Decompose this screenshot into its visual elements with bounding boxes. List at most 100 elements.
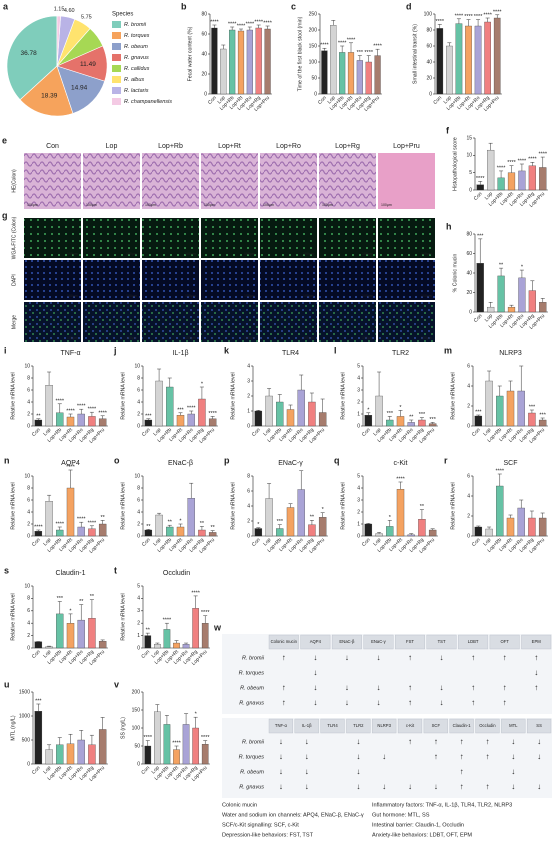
significance: **** (34, 524, 43, 530)
x-tick-label: Con (471, 537, 482, 548)
legend-swatch (112, 98, 121, 105)
y-tick-label: 3 (357, 387, 360, 393)
y-tick-label: 0 (27, 645, 30, 651)
y-axis-label: Relative mRNA level (230, 372, 236, 419)
column-label: Lop+Rt (218, 143, 241, 150)
row-label: DAPI (11, 274, 17, 286)
bar (201, 744, 209, 765)
header-cell (268, 718, 294, 734)
scale-bar-label: 100μm (67, 252, 78, 256)
scale-bar-label: 100μm (421, 252, 432, 256)
scale-bar-label: 100μm (263, 203, 274, 207)
panel-label: n (4, 455, 10, 465)
y-tick-label: 2 (247, 518, 250, 524)
micrograph (24, 302, 81, 342)
significance: ** (420, 504, 425, 510)
row-name: R. gnavus (239, 700, 264, 706)
significance: **** (254, 19, 263, 25)
arrow: ↓ (511, 737, 515, 746)
legend-label: R. albus (124, 77, 144, 83)
bar (254, 410, 263, 427)
arrow: ↓ (305, 782, 309, 791)
significance: * (322, 507, 325, 513)
micrograph (24, 218, 81, 258)
y-tick-label: 4 (27, 509, 30, 515)
column-header: c-Kit (406, 723, 415, 728)
arrow: ↑ (408, 683, 412, 692)
bar (77, 413, 85, 427)
significance: **** (88, 520, 97, 526)
arrow: ↓ (440, 683, 444, 692)
x-tick-label: Con (31, 427, 42, 438)
y-tick-label: 5 (357, 363, 360, 369)
micrograph (260, 218, 317, 258)
column-label: Lop+Rg (335, 143, 360, 150)
bar (163, 629, 171, 649)
header-cell (475, 718, 500, 734)
x-tick-label: Lop (484, 313, 494, 323)
significance: *** (145, 413, 152, 419)
micrograph (201, 153, 258, 209)
arrow: ↓ (511, 752, 515, 761)
y-tick-label: 6 (137, 497, 140, 503)
legend-note: Depression-like behaviors: FST, TST (222, 832, 314, 838)
slice-label: 1.15 (54, 6, 65, 12)
significance: ** (146, 524, 151, 530)
bar (66, 743, 75, 765)
bar (507, 306, 516, 313)
arrow: ↓ (345, 698, 349, 707)
y-tick-label: 4 (137, 399, 140, 405)
x-tick-label: Con (471, 427, 482, 438)
significance: **** (210, 19, 219, 25)
bar (321, 50, 328, 95)
significance: **** (528, 157, 537, 163)
y-axis-label: Small intestinal transit (%) (412, 24, 418, 84)
significance: *** (477, 233, 484, 239)
header-cell (363, 634, 394, 650)
significance: **** (56, 521, 65, 527)
arrow: ↑ (503, 653, 507, 662)
bar (98, 729, 107, 765)
column-header: ENaC-γ (371, 639, 387, 644)
micrograph (319, 302, 376, 342)
arrow: ↑ (485, 782, 489, 791)
bar (365, 61, 372, 95)
row-name: R. obeum (240, 769, 264, 775)
scale-bar-label: 100μm (362, 336, 373, 340)
y-tick-label: 1000 (19, 713, 30, 719)
arrow: ↑ (460, 737, 464, 746)
row-name: R. torques (239, 670, 265, 676)
bar (66, 623, 75, 649)
y-tick-label: 0 (357, 533, 360, 539)
arrow: ↑ (471, 698, 475, 707)
arrow: ↓ (305, 767, 309, 776)
arrow: ↓ (279, 752, 283, 761)
y-tick-label: 150 (132, 707, 141, 713)
y-axis-label: Relative mRNA level (120, 372, 126, 419)
arrow: ↑ (460, 767, 464, 776)
row-name: R. torques (239, 754, 265, 760)
bar (446, 45, 453, 95)
bar (198, 529, 206, 537)
y-tick-label: 8 (27, 596, 30, 602)
y-tick-label: 100 (132, 725, 141, 731)
significance: *** (177, 407, 184, 413)
column-label: Lop (106, 143, 118, 150)
bar (208, 418, 217, 427)
y-tick-label: 2 (27, 521, 30, 527)
significance: **** (476, 176, 485, 182)
y-tick-label: 6 (467, 363, 470, 369)
x-tick-label: Lop (42, 765, 52, 775)
arrow: ↑ (408, 737, 412, 746)
panel-label: u (4, 679, 10, 689)
y-axis-label: % Colonic mucin (452, 254, 458, 293)
bar (66, 487, 75, 537)
row-name: R. obeum (240, 685, 264, 691)
y-tick-label: 20 (426, 75, 432, 81)
legend-title: Species (112, 12, 133, 18)
y-tick-label: 40 (466, 270, 472, 276)
header-cell (268, 634, 299, 650)
arrow: ↓ (376, 698, 380, 707)
header-cell (501, 718, 526, 734)
x-tick-label: Con (141, 427, 152, 438)
